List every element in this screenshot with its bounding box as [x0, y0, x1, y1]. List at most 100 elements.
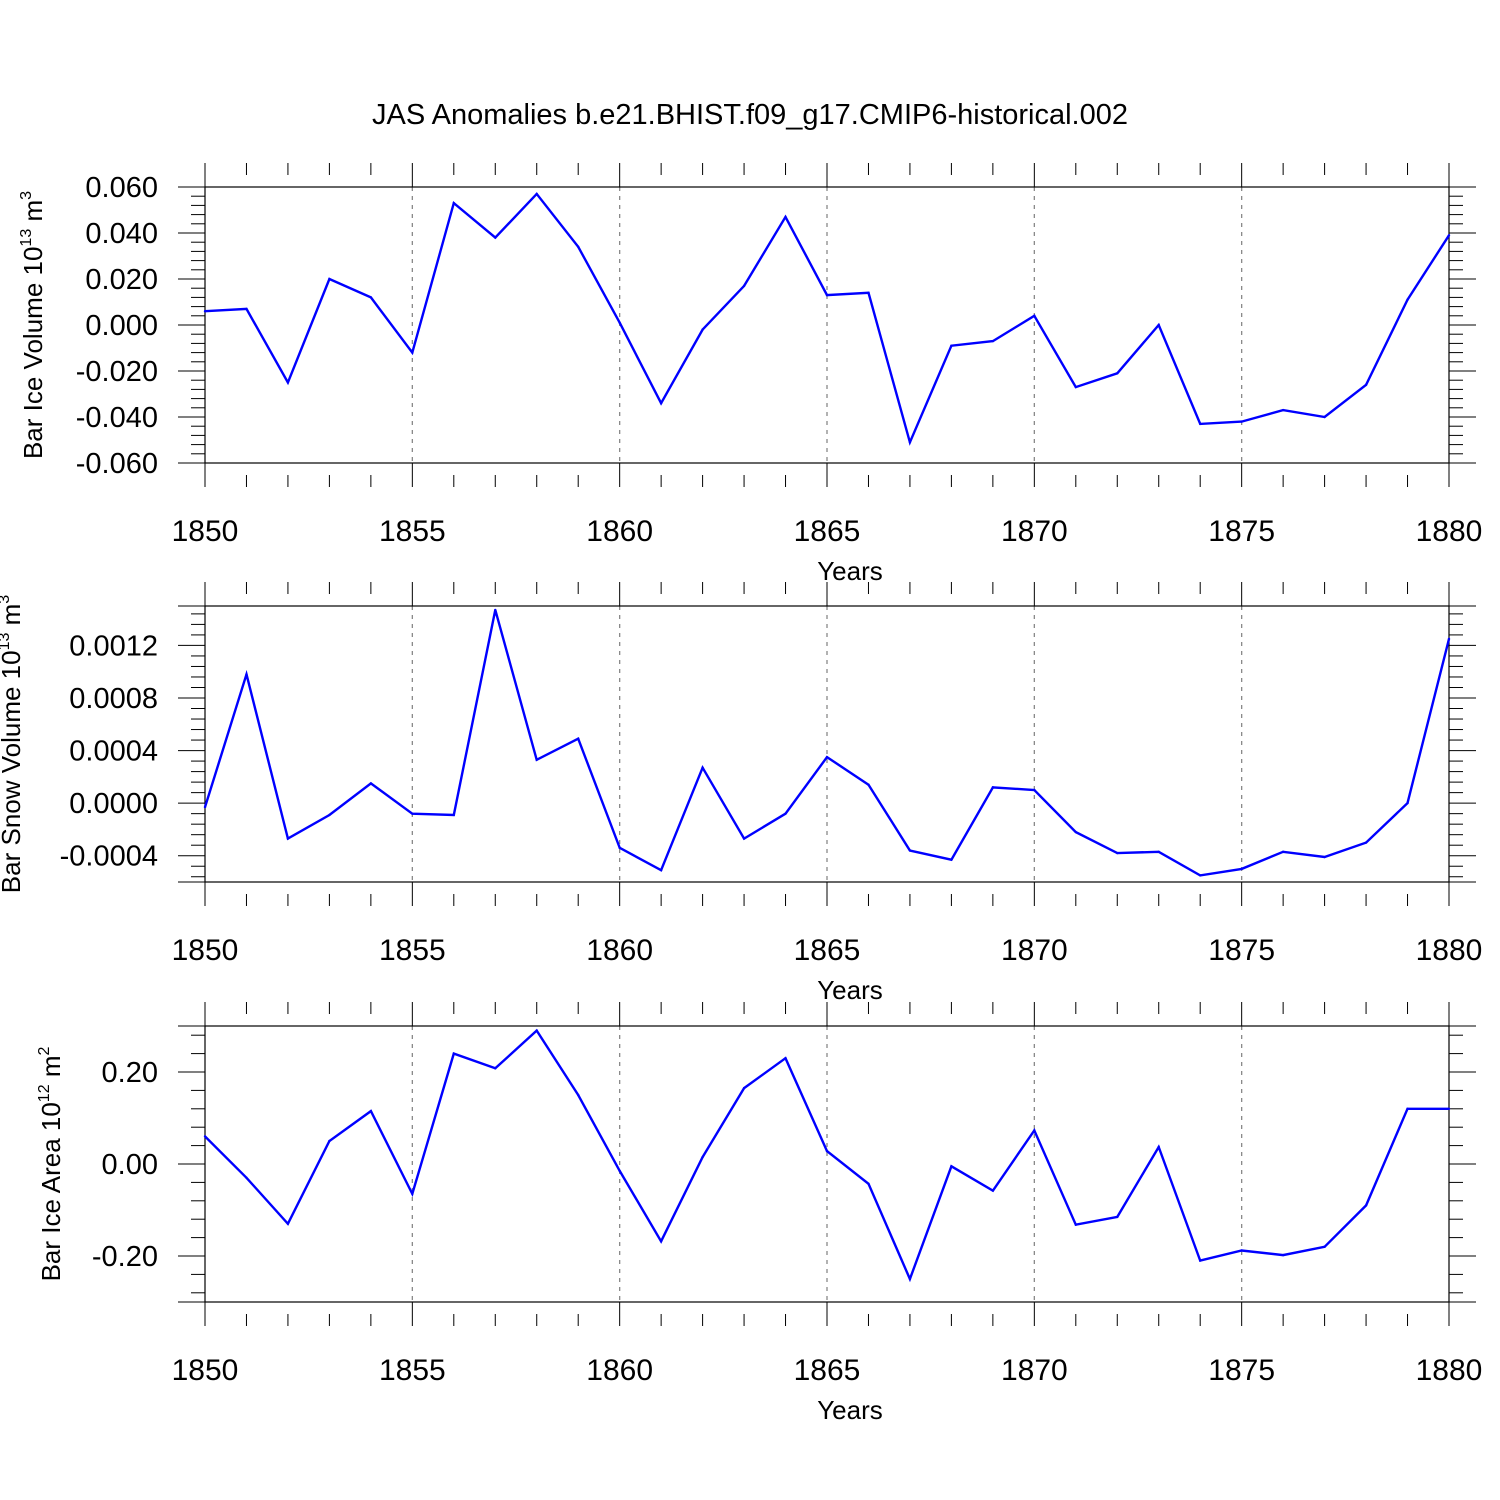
x-tick-label: 1875: [1208, 515, 1275, 548]
data-point: [908, 849, 912, 852]
y-tick-label: 0.020: [85, 264, 158, 296]
data-point: [369, 782, 373, 785]
data-point: [1323, 855, 1326, 859]
data-point: [411, 812, 414, 815]
data-point: [494, 1067, 497, 1070]
y-axis-title-text: m: [0, 604, 26, 633]
data-point: [577, 737, 580, 740]
data-point: [1157, 1145, 1160, 1149]
data-point: [950, 1165, 953, 1168]
y-tick-label: 0.0008: [69, 683, 158, 715]
data-point: [1157, 323, 1160, 327]
data-point: [328, 1139, 331, 1143]
data-point: [867, 1182, 870, 1185]
x-tick-label: 1850: [172, 1354, 239, 1387]
x-tick-label: 1880: [1416, 934, 1483, 967]
data-point: [950, 344, 953, 347]
x-tick-label: 1870: [1001, 515, 1068, 548]
data-point: [701, 766, 704, 769]
data-point: [1240, 420, 1243, 423]
data-point: [452, 1052, 455, 1055]
y-tick-label: 0.040: [85, 218, 158, 250]
x-tick-label: 1855: [379, 934, 446, 967]
data-point: [286, 1222, 290, 1226]
data-point: [1074, 1223, 1078, 1226]
data-point: [867, 291, 870, 294]
x-tick-label: 1880: [1416, 515, 1483, 548]
data-point: [742, 837, 746, 840]
data-point: [369, 296, 373, 299]
data-point: [1033, 314, 1036, 317]
y-tick-label: -0.060: [76, 448, 158, 480]
data-point: [494, 236, 497, 239]
data-point: [369, 1109, 373, 1113]
y-axis-title-superscript: 12: [36, 1084, 53, 1102]
y-axis-title-text: m: [18, 200, 48, 229]
data-point: [1281, 408, 1285, 412]
chart-panel-1: 1850 1855 1860 1865 1870 1875 1880 Years 0.060 0.…: [18, 163, 1482, 586]
data-point: [991, 339, 995, 343]
data-point: [1157, 850, 1160, 853]
chart-panel-2: 1850 1855 1860 1865 1870 1875 1880 Years 0.0012 0…: [0, 582, 1482, 1005]
data-point: [908, 1277, 912, 1281]
data-point: [618, 1169, 621, 1173]
y-tick-label: -0.020: [76, 356, 158, 388]
data-point: [245, 1176, 248, 1180]
data-point: [991, 786, 995, 789]
data-point: [701, 1155, 704, 1159]
data-point: [411, 351, 414, 354]
data-point: [1406, 801, 1409, 805]
y-tick-label: -0.20: [92, 1241, 158, 1273]
x-tick-label: 1850: [172, 515, 239, 548]
x-tick-label: 1880: [1416, 1354, 1483, 1387]
data-point: [1364, 841, 1368, 844]
data-point: [1074, 385, 1078, 389]
y-axis-title: Bar Ice Volume 1013 m3: [18, 191, 48, 459]
data-point: [1406, 1107, 1409, 1111]
data-point: [452, 201, 455, 205]
y-tick-label: 0.0012: [69, 630, 158, 662]
x-axis-title: Years: [817, 556, 883, 586]
y-tick-label: 0.20: [102, 1057, 158, 1089]
data-point: [1364, 383, 1368, 386]
y-tick-label: 0.0000: [69, 788, 158, 820]
data-point: [1240, 867, 1243, 871]
data-point: [784, 215, 787, 219]
data-point: [659, 402, 663, 405]
y-axis-title: Bar Ice Area 1012 m2: [36, 1046, 66, 1281]
data-point: [742, 284, 746, 288]
data-point: [328, 813, 331, 817]
x-tick-label: 1865: [794, 934, 861, 967]
y-tick-label: -0.040: [76, 402, 158, 434]
data-point: [784, 812, 787, 815]
data-point: [286, 837, 290, 840]
data-point: [203, 310, 207, 313]
x-tick-label: 1875: [1208, 1354, 1275, 1387]
data-point: [908, 441, 912, 444]
y-tick-label: 0.000: [85, 310, 158, 342]
y-tick-label: 0.060: [85, 172, 158, 204]
data-point: [494, 608, 497, 612]
data-point: [825, 293, 829, 297]
data-point: [245, 673, 248, 676]
chart-title: JAS Anomalies b.e21.BHIST.f09_g17.CMIP6-…: [372, 99, 1128, 131]
y-axis-title-superscript: 13: [18, 229, 35, 247]
data-point: [1364, 1204, 1368, 1207]
y-axis-title-superscript: 3: [18, 191, 35, 200]
data-point: [1199, 422, 1202, 426]
data-point: [535, 1029, 538, 1032]
data-point: [1116, 1215, 1119, 1219]
data-point: [618, 321, 621, 324]
y-tick-label: 0.0004: [69, 736, 158, 768]
x-axis-title: Years: [817, 975, 883, 1005]
y-tick-label: -0.0004: [60, 841, 158, 873]
data-point: [1116, 851, 1119, 855]
data-point: [577, 1093, 580, 1097]
data-point: [784, 1057, 787, 1060]
x-tick-label: 1875: [1208, 934, 1275, 967]
data-point: [286, 381, 290, 384]
x-axis-title: Years: [817, 1395, 883, 1425]
data-point: [1199, 1259, 1202, 1262]
y-axis-title-superscript: 13: [0, 632, 13, 650]
